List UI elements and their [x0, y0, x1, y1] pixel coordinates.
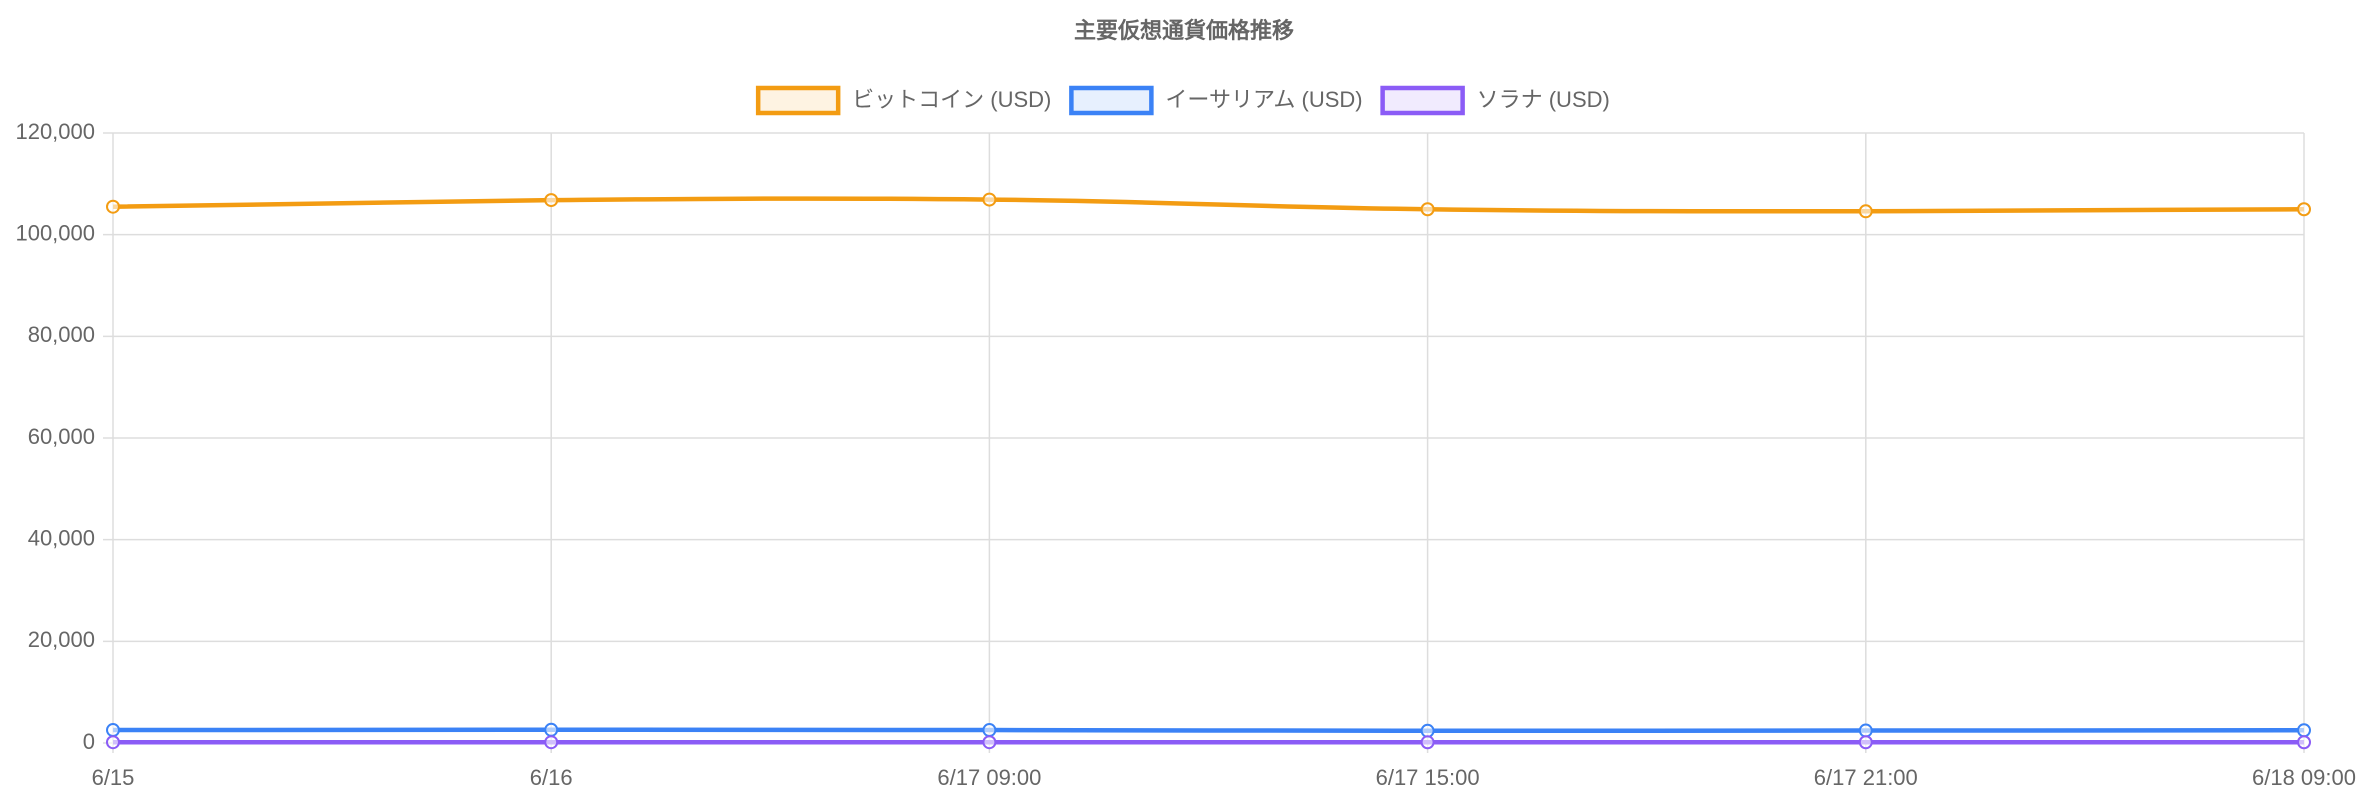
y-tick-label: 40,000: [28, 525, 95, 550]
legend-swatch: [1069, 85, 1154, 116]
point: [544, 735, 559, 750]
y-tick-label: 0: [83, 729, 95, 754]
y-tick-label: 80,000: [28, 322, 95, 347]
y-tick-label: 20,000: [28, 627, 95, 652]
point: [982, 723, 997, 738]
point: [1858, 723, 1873, 738]
point: [106, 735, 120, 750]
legend-label: イーサリアム (USD): [1165, 87, 1362, 112]
legend-swatch: [755, 85, 841, 116]
point: [1420, 202, 1435, 217]
point: [2297, 735, 2311, 750]
chart-title: 主要仮想通貨価格推移: [1074, 18, 1294, 43]
point: [982, 192, 997, 207]
point: [1858, 204, 1873, 219]
point: [1858, 735, 1873, 750]
y-tick-label: 60,000: [28, 424, 95, 449]
y-tick-label: 120,000: [15, 119, 95, 144]
point: [544, 193, 559, 208]
point: [1420, 735, 1435, 750]
legend-label: ソラナ (USD): [1477, 87, 1610, 112]
y-tick-label: 100,000: [15, 220, 95, 245]
point: [982, 735, 997, 750]
legend-swatch: [1380, 85, 1465, 116]
x-tick-label: 6/16: [530, 765, 573, 790]
legend: ビットコイン (USD) イーサリアム (USD) ソラナ (USD): [755, 85, 1610, 116]
point: [1420, 723, 1435, 738]
legend-item: ソラナ (USD): [1380, 85, 1610, 116]
point: [106, 723, 120, 738]
point: [2297, 202, 2311, 217]
legend-label: ビットコイン (USD): [852, 87, 1051, 112]
x-tick-label: 6/17 15:00: [1376, 765, 1480, 790]
point: [544, 722, 559, 737]
point: [2297, 723, 2311, 738]
legend-item: ビットコイン (USD): [755, 85, 1051, 116]
line: [112, 196, 2305, 214]
x-tick-label: 6/15: [92, 765, 135, 790]
x-tick-label: 6/17 09:00: [937, 765, 1041, 790]
x-tick-label: 6/17 21:00: [1814, 765, 1918, 790]
x-tick-label: 6/18 09:00: [2252, 765, 2356, 790]
point: [106, 199, 120, 214]
line: [112, 727, 2305, 734]
legend-item: イーサリアム (USD): [1069, 85, 1363, 116]
